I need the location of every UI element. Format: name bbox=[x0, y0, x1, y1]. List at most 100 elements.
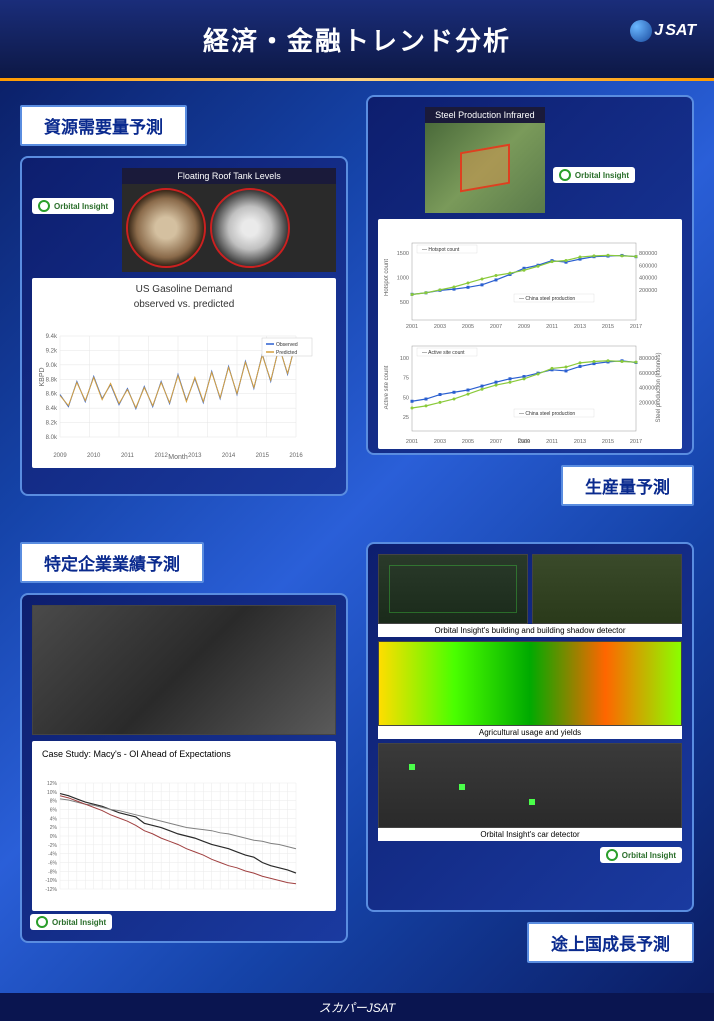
tank-caption: Floating Roof Tank Levels bbox=[122, 168, 336, 184]
svg-text:8.8k: 8.8k bbox=[46, 377, 58, 383]
tank-photo-left bbox=[126, 188, 206, 268]
label-company-performance: 特定企業業績予測 bbox=[20, 542, 204, 583]
steel-photo bbox=[425, 123, 545, 213]
svg-text:2012: 2012 bbox=[154, 453, 168, 459]
car-detector-photo bbox=[378, 743, 682, 828]
building-caption: Orbital Insight's building and building … bbox=[378, 624, 682, 637]
svg-text:2005: 2005 bbox=[462, 439, 474, 445]
svg-text:50: 50 bbox=[403, 395, 409, 401]
gasoline-chart-title1: US Gasoline Demand bbox=[38, 284, 330, 295]
svg-text:Observed: Observed bbox=[276, 342, 298, 348]
svg-text:8.0k: 8.0k bbox=[46, 435, 58, 441]
svg-text:2014: 2014 bbox=[222, 453, 236, 459]
svg-text:800000: 800000 bbox=[639, 356, 657, 362]
svg-text:2011: 2011 bbox=[546, 439, 558, 445]
svg-text:-4%: -4% bbox=[48, 852, 57, 858]
oi-ring-icon bbox=[38, 200, 50, 212]
svg-text:200000: 200000 bbox=[639, 288, 657, 294]
svg-text:600000: 600000 bbox=[639, 371, 657, 377]
logo-text: SAT bbox=[665, 22, 696, 40]
svg-text:Month: Month bbox=[168, 454, 188, 459]
svg-text:6%: 6% bbox=[50, 808, 58, 814]
row-top: 資源需要量予測 Orbital Insight Floating Roof Ta… bbox=[20, 95, 694, 516]
svg-text:2%: 2% bbox=[50, 825, 58, 831]
gasoline-chart: US Gasoline Demand observed vs. predicte… bbox=[32, 278, 336, 468]
svg-text:— China steel production: — China steel production bbox=[519, 411, 575, 417]
svg-text:Steel production (ktonnes): Steel production (ktonnes) bbox=[656, 352, 662, 422]
building-photo-1 bbox=[378, 554, 528, 624]
svg-text:9.2k: 9.2k bbox=[46, 348, 58, 354]
steel-bottom-chart-svg: 2001200320052007200920112013201520172550… bbox=[384, 330, 664, 445]
svg-text:KBPD: KBPD bbox=[39, 367, 46, 386]
row-bottom: 特定企業業績予測 Case Study: Macy's - OI Ahead o… bbox=[20, 532, 694, 973]
svg-text:— Hotspot count: — Hotspot count bbox=[422, 247, 460, 253]
svg-text:Active site count: Active site count bbox=[384, 365, 390, 409]
header-divider bbox=[0, 78, 714, 81]
svg-text:25: 25 bbox=[403, 415, 409, 421]
svg-text:Date: Date bbox=[518, 439, 531, 445]
building-photo-2 bbox=[532, 554, 682, 624]
svg-text:2005: 2005 bbox=[462, 324, 474, 330]
macys-aerial-photo bbox=[32, 605, 336, 735]
svg-text:2007: 2007 bbox=[490, 324, 502, 330]
page-footer: スカパーJSAT bbox=[0, 993, 714, 1021]
svg-text:8%: 8% bbox=[50, 799, 58, 805]
svg-text:2001: 2001 bbox=[406, 439, 418, 445]
oi-ring-icon bbox=[559, 169, 571, 181]
svg-text:8.6k: 8.6k bbox=[46, 392, 58, 398]
car-caption: Orbital Insight's car detector bbox=[378, 828, 682, 841]
agriculture-caption: Agricultural usage and yields bbox=[378, 726, 682, 739]
svg-text:2013: 2013 bbox=[574, 439, 586, 445]
oi-ring-icon bbox=[36, 916, 48, 928]
label-developing-countries: 途上国成長予測 bbox=[527, 922, 694, 963]
orbital-insight-badge: Orbital Insight bbox=[30, 914, 112, 930]
svg-text:2010: 2010 bbox=[87, 453, 101, 459]
svg-text:1000: 1000 bbox=[397, 276, 409, 282]
svg-text:8.4k: 8.4k bbox=[46, 406, 58, 412]
svg-text:-6%: -6% bbox=[48, 861, 57, 867]
svg-text:2015: 2015 bbox=[256, 453, 270, 459]
svg-text:2011: 2011 bbox=[546, 324, 558, 330]
svg-text:2015: 2015 bbox=[602, 439, 614, 445]
macys-chart: Case Study: Macy's - OI Ahead of Expecta… bbox=[32, 741, 336, 911]
page-header: 経済・金融トレンド分析 J SAT bbox=[0, 0, 714, 78]
section-bottom-left: 特定企業業績予測 Case Study: Macy's - OI Ahead o… bbox=[20, 532, 348, 973]
svg-text:600000: 600000 bbox=[639, 263, 657, 269]
tank-photo-right bbox=[210, 188, 290, 268]
steel-building-box bbox=[460, 144, 510, 193]
svg-text:Predicted: Predicted bbox=[276, 350, 297, 356]
section-bottom-right: Orbital Insight's building and building … bbox=[366, 532, 694, 973]
agriculture-photo bbox=[378, 641, 682, 726]
svg-text:800000: 800000 bbox=[639, 251, 657, 257]
svg-text:2003: 2003 bbox=[434, 324, 446, 330]
section-top-right: Steel Production Infrared Orbital Insigh… bbox=[366, 95, 694, 516]
label-production: 生産量予測 bbox=[561, 465, 694, 506]
svg-text:9.0k: 9.0k bbox=[46, 363, 58, 369]
macys-chart-svg: 12%10%8%6%4%2%0%-2%-4%-6%-8%-10%-12%Orbi… bbox=[38, 761, 318, 911]
svg-text:400000: 400000 bbox=[639, 386, 657, 392]
svg-text:400000: 400000 bbox=[639, 276, 657, 282]
orbital-insight-badge: Orbital Insight bbox=[600, 847, 682, 863]
footer-text: スカパーJSAT bbox=[319, 999, 395, 1016]
panel-macys: Case Study: Macy's - OI Ahead of Expecta… bbox=[20, 593, 348, 943]
svg-text:2017: 2017 bbox=[630, 324, 642, 330]
svg-text:2016: 2016 bbox=[289, 453, 303, 459]
orbital-insight-badge: Orbital Insight bbox=[32, 198, 114, 214]
svg-text:2001: 2001 bbox=[406, 324, 418, 330]
oi-ring-icon bbox=[606, 849, 618, 861]
svg-text:2011: 2011 bbox=[121, 453, 135, 459]
svg-text:-8%: -8% bbox=[48, 869, 57, 875]
jsat-logo: J SAT bbox=[630, 20, 696, 42]
panel-steel: Steel Production Infrared Orbital Insigh… bbox=[366, 95, 694, 455]
panel-developing: Orbital Insight's building and building … bbox=[366, 542, 694, 912]
svg-text:2007: 2007 bbox=[490, 439, 502, 445]
svg-text:-2%: -2% bbox=[48, 843, 57, 849]
svg-text:0%: 0% bbox=[50, 834, 58, 840]
svg-text:2013: 2013 bbox=[574, 324, 586, 330]
svg-text:100: 100 bbox=[400, 356, 409, 362]
label-resource-demand: 資源需要量予測 bbox=[20, 105, 187, 146]
svg-text:-10%: -10% bbox=[45, 878, 57, 884]
page-title: 経済・金融トレンド分析 bbox=[203, 21, 511, 58]
svg-text:2017: 2017 bbox=[630, 439, 642, 445]
macys-chart-title: Case Study: Macy's - OI Ahead of Expecta… bbox=[38, 747, 330, 761]
